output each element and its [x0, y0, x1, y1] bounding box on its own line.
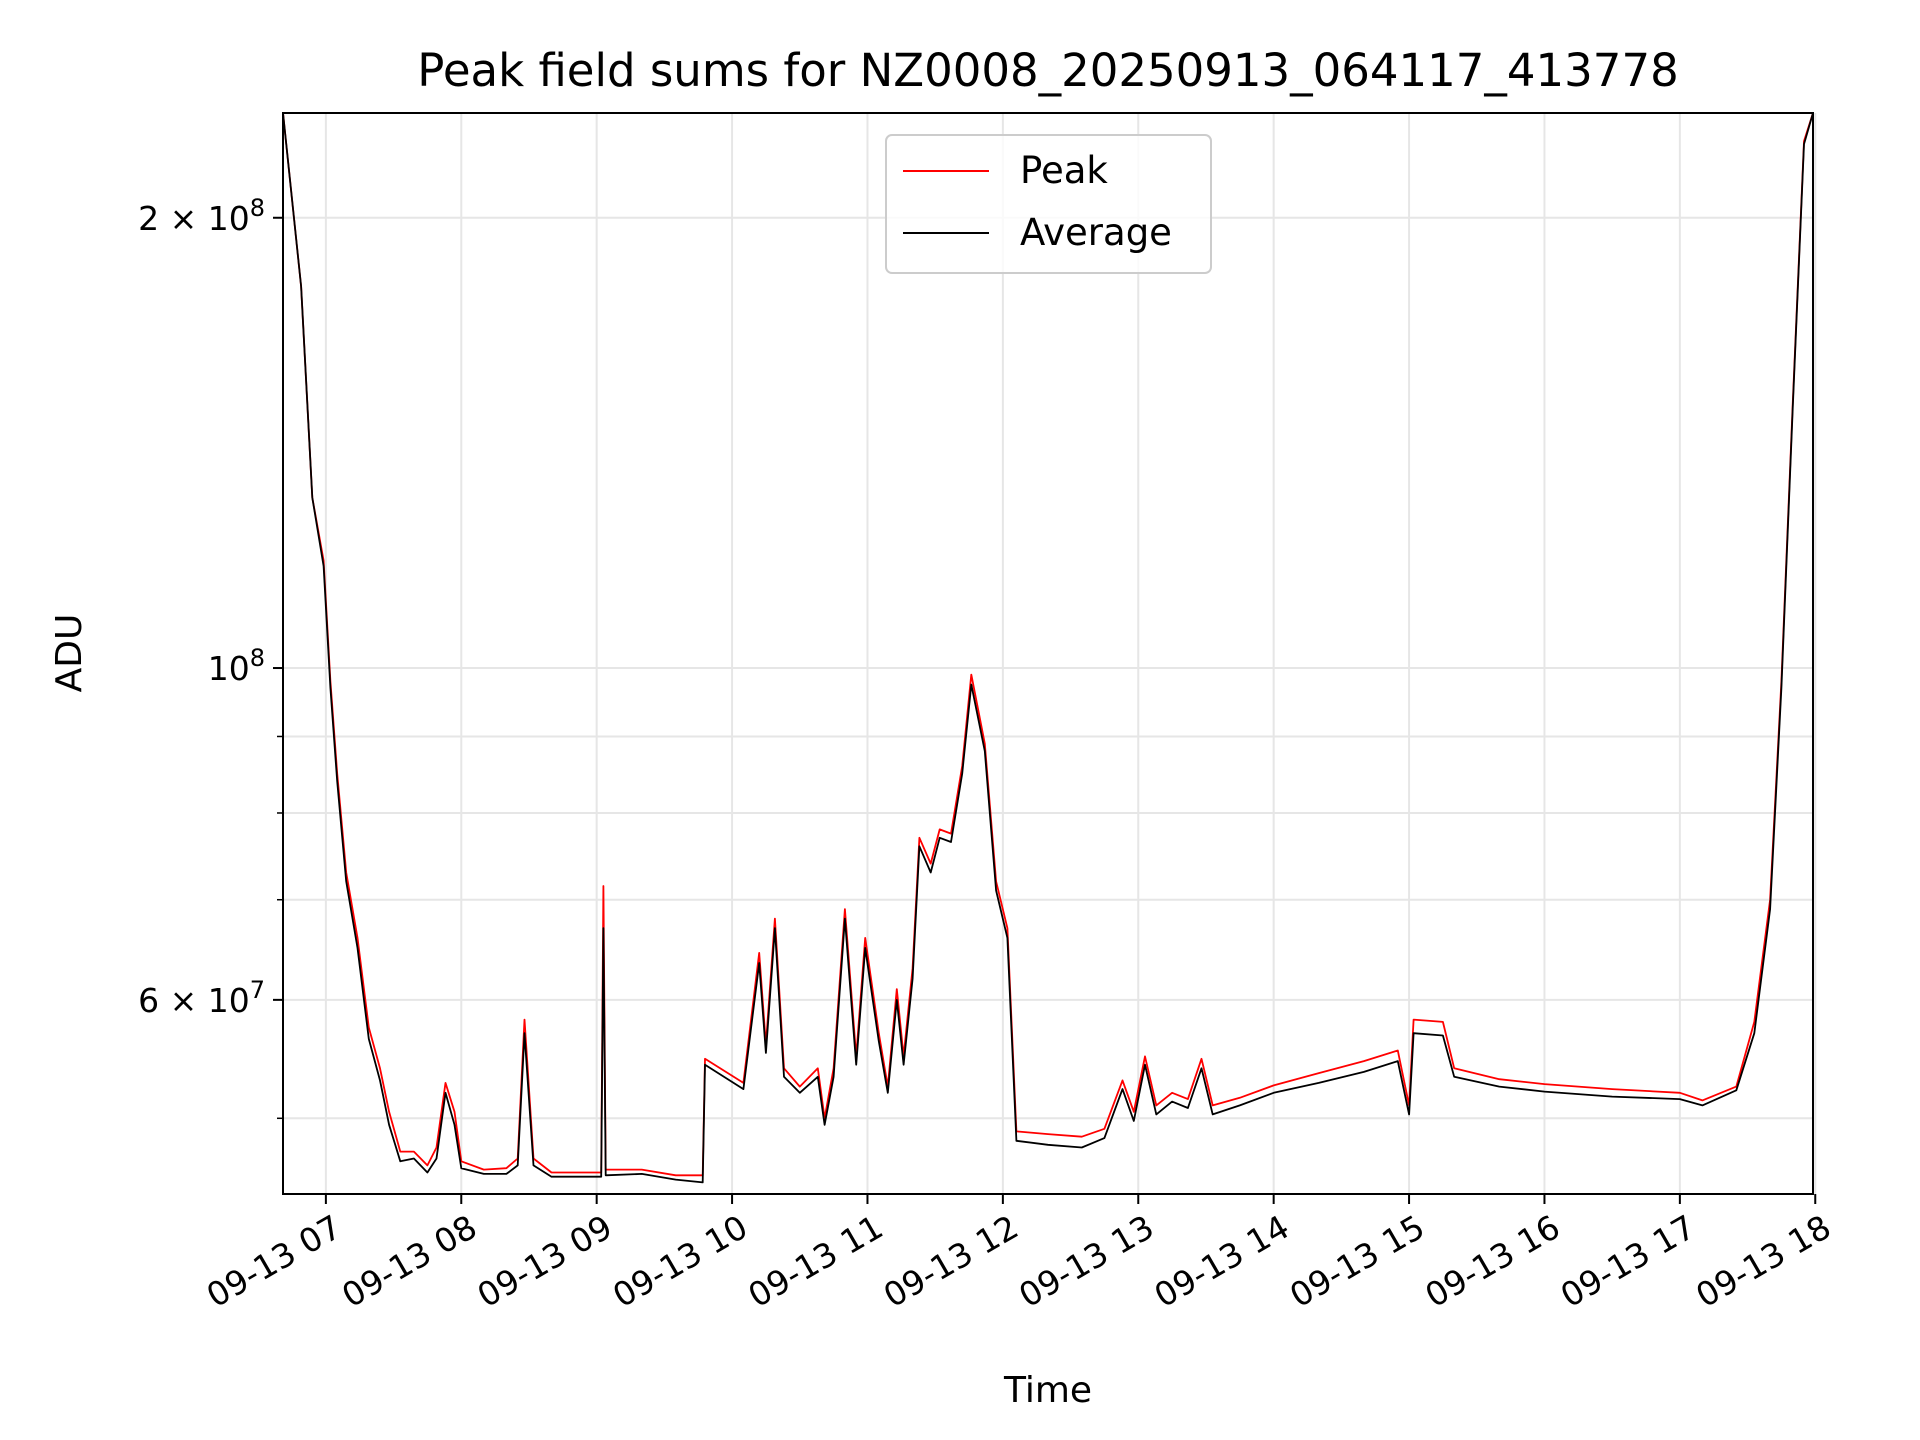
legend-label-average: Average: [1020, 211, 1172, 254]
legend-label-peak: Peak: [1020, 149, 1108, 192]
legend-box: [885, 134, 1212, 274]
x-axis-label: Time: [1003, 1370, 1092, 1411]
series-layer: [282, 112, 1814, 1184]
y-tick-label: 6 × 107: [138, 976, 265, 1020]
legend: Peak Average: [885, 134, 1212, 274]
chart-title: Peak field sums for NZ0008_20250913_0641…: [417, 44, 1678, 97]
series-line-average: [282, 112, 1814, 1184]
y-tick-label: 2 × 108: [138, 194, 265, 238]
y-axis-label: ADU: [49, 614, 90, 693]
plot-frame: [282, 112, 1814, 1195]
grid: [283, 113, 1817, 1194]
